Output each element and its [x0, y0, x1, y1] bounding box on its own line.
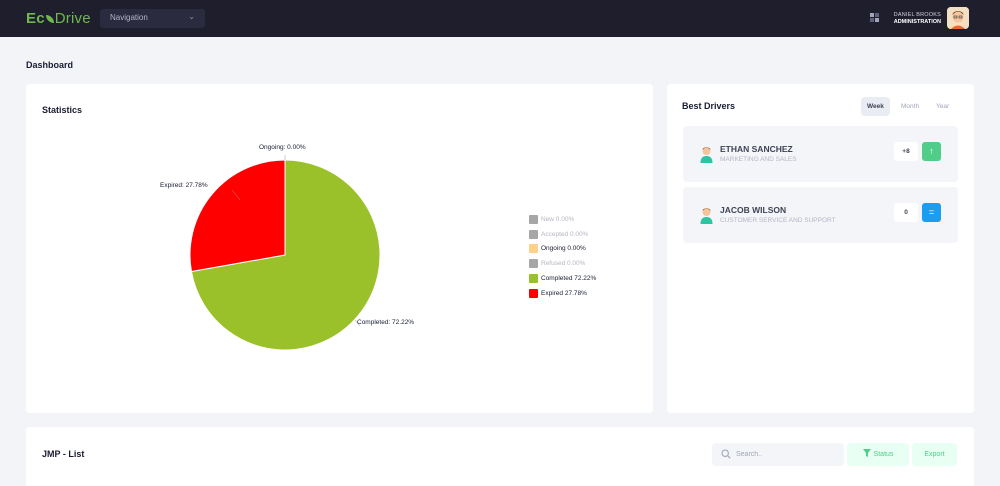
legend-swatch	[529, 214, 538, 224]
user-avatar[interactable]	[947, 7, 969, 29]
statistics-title: Statistics	[42, 105, 83, 115]
driver-row[interactable]: ETHAN SANCHEZ MARKETING AND SALES +8 ↑	[683, 126, 958, 182]
driver-name: ETHAN SANCHEZ	[720, 144, 793, 154]
statistics-pie-chart	[189, 155, 381, 351]
period-month-tab[interactable]: Month	[901, 103, 920, 110]
status-filter-button[interactable]: Status	[847, 443, 909, 466]
pie-label-expired: Expired: 27.78%	[160, 182, 208, 189]
legend-item[interactable]: Ongoing 0.00%	[529, 242, 596, 257]
driver-department: MARKETING AND SALES	[720, 156, 797, 163]
legend-label: Expired 27.78%	[541, 289, 587, 297]
search-icon	[721, 449, 731, 459]
driver-avatar-icon	[700, 147, 713, 163]
legend-swatch	[529, 244, 538, 254]
pie-label-completed: Completed: 72.22%	[357, 319, 415, 326]
user-name: DANIEL BROOKS	[893, 12, 941, 18]
period-year-tab[interactable]: Year	[936, 103, 950, 110]
search-input[interactable]	[736, 447, 836, 462]
legend-item[interactable]: Completed 72.22%	[529, 271, 596, 286]
top-navbar: Ec Drive Navigation ⌄ DANIEL BROOKS ADMIN…	[0, 0, 1000, 37]
jmp-list-title: JMP - List	[42, 449, 85, 459]
legend-label: Completed 72.22%	[541, 275, 597, 283]
best-drivers-title: Best Drivers	[682, 101, 736, 111]
legend-swatch	[529, 288, 538, 298]
search-box[interactable]	[712, 443, 844, 466]
driver-avatar-icon	[700, 208, 713, 224]
logo-part2: Drive	[54, 10, 91, 27]
legend-item[interactable]: New 0.00%	[529, 212, 596, 227]
legend-swatch	[529, 229, 538, 239]
page-title: Dashboard	[26, 60, 74, 70]
leaf-icon	[45, 15, 54, 23]
pie-label-ongoing: Ongoing: 0.00%	[259, 144, 306, 151]
apps-grid-icon[interactable]	[870, 13, 880, 23]
legend-item[interactable]: Refused 0.00%	[529, 256, 596, 271]
legend-label: Ongoing 0.00%	[541, 245, 586, 253]
driver-name: JACOB WILSON	[720, 205, 787, 215]
equals-icon[interactable]: =	[922, 203, 941, 222]
user-role: ADMINISTRATION	[893, 19, 941, 25]
pie-slice-expired[interactable]	[189, 159, 286, 273]
pie-slice-completed[interactable]	[190, 159, 381, 351]
legend-swatch	[529, 259, 538, 269]
logo-part1: Ec	[26, 10, 45, 27]
export-button[interactable]: Export	[912, 443, 957, 466]
legend-item[interactable]: Expired 27.78%	[529, 286, 596, 301]
driver-department: CUSTOMER SERVICE AND SUPPORT	[720, 217, 836, 224]
ecodrive-logo[interactable]: Ec Drive	[26, 10, 91, 27]
legend-label: New 0.00%	[541, 215, 575, 223]
driver-score: +8	[894, 142, 918, 161]
status-label: Status	[873, 451, 894, 458]
legend-label: Accepted 0.00%	[541, 230, 589, 238]
chevron-down-icon: ⌄	[188, 12, 195, 21]
navigation-label: Navigation	[110, 13, 148, 22]
legend-swatch	[529, 274, 538, 284]
legend-label: Refused 0.00%	[541, 260, 586, 268]
navigation-dropdown[interactable]: Navigation ⌄	[100, 9, 205, 28]
driver-row[interactable]: JACOB WILSON CUSTOMER SERVICE AND SUPPOR…	[683, 187, 958, 243]
arrow-up-icon[interactable]: ↑	[922, 142, 941, 161]
period-week-tab[interactable]: Week	[861, 97, 890, 116]
legend-item[interactable]: Accepted 0.00%	[529, 227, 596, 242]
filter-icon	[862, 449, 871, 457]
chart-legend: New 0.00% Accepted 0.00% Ongoing 0.00% Refu…	[529, 212, 596, 301]
driver-score: 0	[894, 203, 918, 222]
